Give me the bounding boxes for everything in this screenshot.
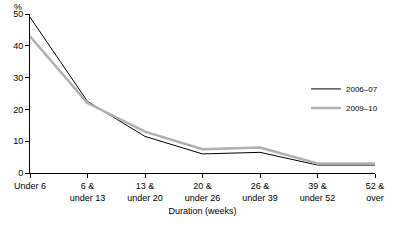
svg-text:Under 6: Under 6: [14, 181, 46, 191]
svg-text:39 &under 52: 39 &under 52: [300, 181, 336, 203]
svg-text:13 &under 20: 13 &under 20: [127, 181, 163, 203]
svg-text:26 &under 39: 26 &under 39: [242, 181, 278, 203]
svg-text:30: 30: [13, 73, 23, 83]
svg-text:2006–07: 2006–07: [346, 85, 378, 94]
svg-text:6 &under 13: 6 &under 13: [70, 181, 106, 203]
svg-text:0: 0: [18, 168, 23, 178]
svg-text:%: %: [14, 2, 22, 12]
svg-text:Duration (weeks): Duration (weeks): [168, 206, 236, 216]
svg-text:20 &under 26: 20 &under 26: [185, 181, 221, 203]
svg-text:50: 50: [13, 9, 23, 19]
svg-text:10: 10: [13, 136, 23, 146]
svg-text:40: 40: [13, 41, 23, 51]
svg-text:20: 20: [13, 105, 23, 115]
svg-text:52 &over: 52 &over: [366, 181, 385, 203]
svg-text:2009–10: 2009–10: [346, 104, 378, 113]
